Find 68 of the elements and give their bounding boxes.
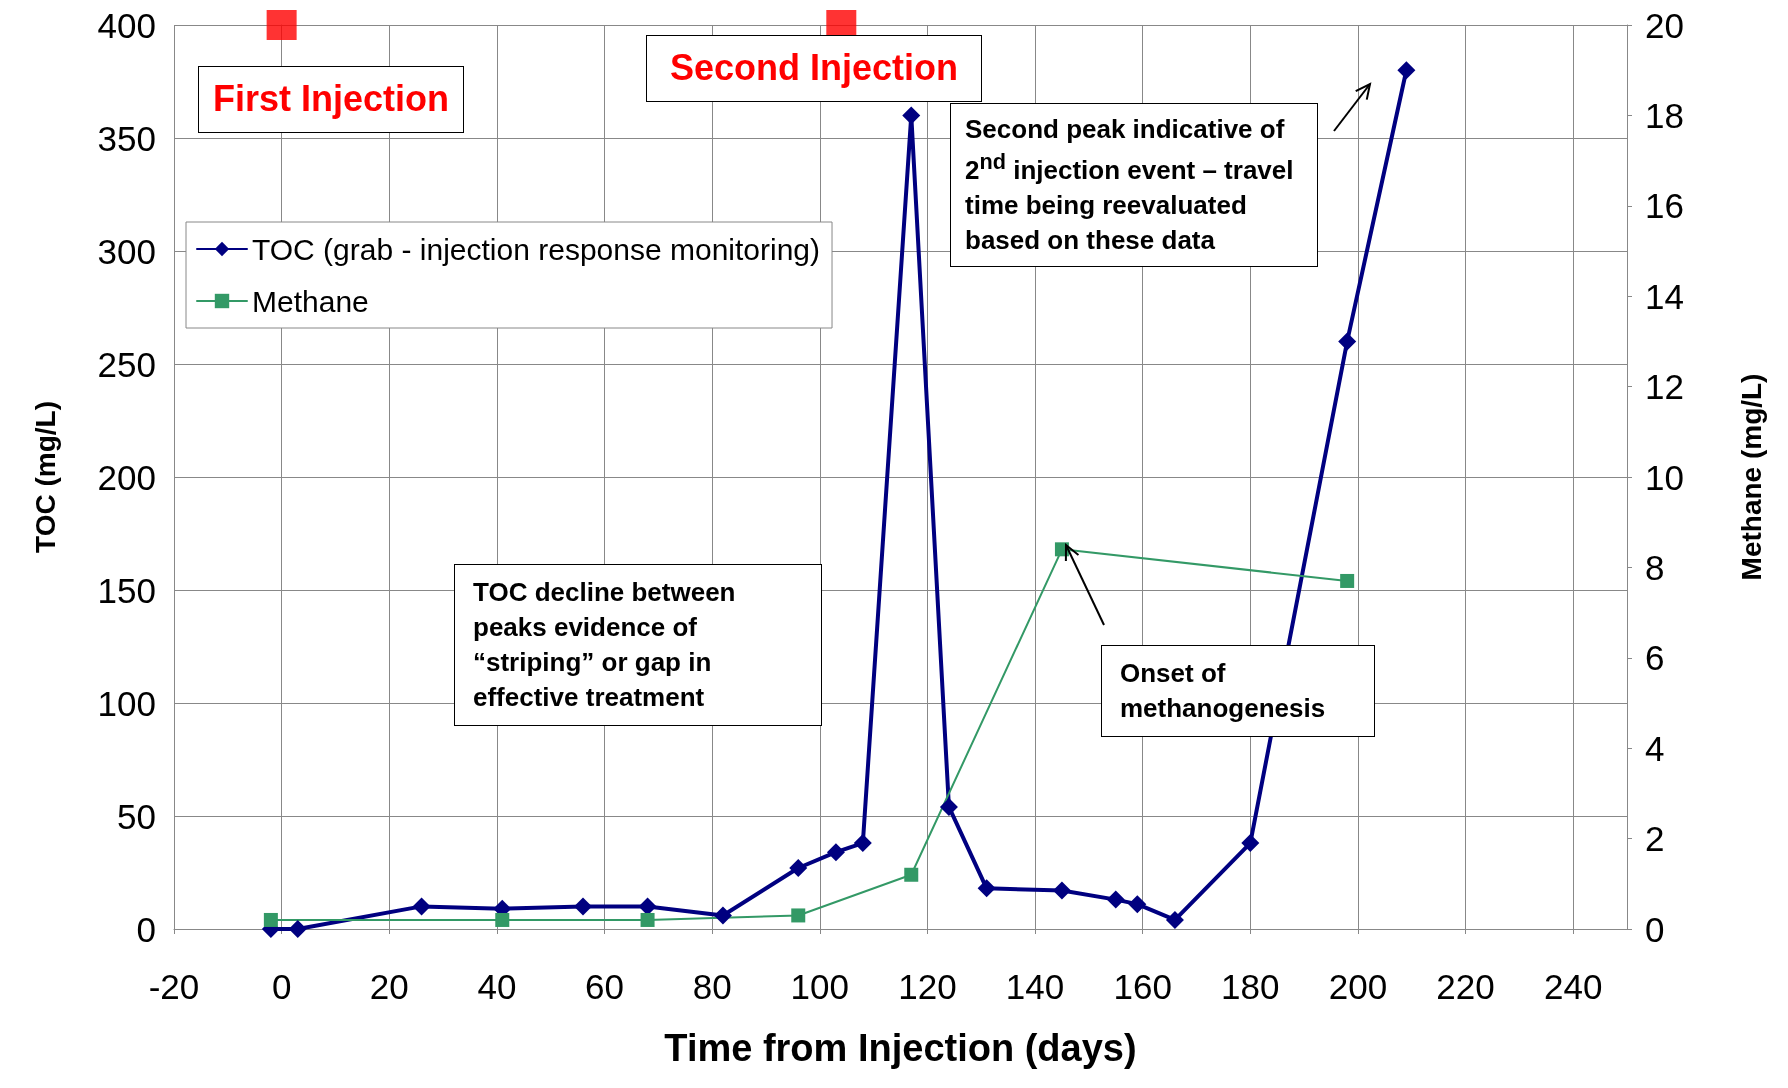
y2-axis-title: Methane (mg/L) <box>1735 373 1767 581</box>
y-tick-label: 150 <box>97 570 156 610</box>
y2-tick-label: 6 <box>1645 638 1665 678</box>
x-tick-label: 180 <box>1221 967 1280 1006</box>
legend-label: TOC (grab - injection response monitoring) <box>252 232 821 266</box>
y2-tick-label: 16 <box>1645 186 1684 226</box>
point <box>573 897 592 916</box>
x-axis-title: Time from Injection (days) <box>664 1027 1137 1069</box>
point <box>1106 890 1125 909</box>
point <box>263 912 278 927</box>
y2-tick-label: 14 <box>1645 276 1684 316</box>
x-tick-label: 220 <box>1436 967 1495 1006</box>
point <box>977 879 996 898</box>
point <box>1241 834 1260 853</box>
y-tick-label: 200 <box>97 457 156 497</box>
point <box>288 920 307 938</box>
x-tick-label: 0 <box>271 967 292 1006</box>
point <box>1128 895 1147 914</box>
point <box>1338 332 1357 351</box>
callout-box: Second peak indicative of 2$^{nd}$ injection event – travel time being reevaluated based on these data <box>950 103 1318 268</box>
legend-label: Methane <box>252 284 369 318</box>
point <box>902 106 921 125</box>
callout-box: TOC decline between peaks evidence of “striping” or gap in effective treatment <box>454 564 822 727</box>
y2-tick-label: 0 <box>1645 909 1665 949</box>
x-tick-label: 20 <box>369 967 409 1006</box>
y2-tick-label: 12 <box>1645 367 1684 407</box>
x-tick-label: 140 <box>1005 967 1065 1006</box>
point <box>939 797 958 816</box>
point <box>904 867 919 882</box>
x-tick-label: 200 <box>1328 967 1388 1006</box>
point <box>789 858 808 877</box>
y-tick-label: 250 <box>97 344 156 384</box>
y2-tick-label: 4 <box>1645 728 1665 768</box>
x-tick-label: 40 <box>477 967 517 1006</box>
point <box>640 912 655 927</box>
y-tick-label: 0 <box>136 909 156 949</box>
callout-box: Onset of methanogenesis <box>1101 645 1375 738</box>
y-tick-label: 350 <box>97 118 156 158</box>
y2-tick-label: 10 <box>1645 457 1684 497</box>
y-tick-label: 300 <box>97 231 156 271</box>
y2-tick-label: 8 <box>1645 547 1665 587</box>
x-tick-label: 80 <box>692 967 732 1006</box>
x-tick-label: 60 <box>585 967 624 1006</box>
y-tick-label: 100 <box>97 683 156 723</box>
point <box>853 834 872 853</box>
point <box>713 906 732 925</box>
x-tick-label: -20 <box>148 967 200 1006</box>
x-tick-label: 240 <box>1543 967 1603 1006</box>
y-tick-label: 50 <box>117 796 156 836</box>
x-tick-label: 120 <box>898 967 957 1006</box>
y2-tick-label: 2 <box>1645 819 1665 859</box>
x-tick-label: 100 <box>790 967 849 1006</box>
point <box>1165 910 1184 929</box>
point <box>1397 61 1416 80</box>
x-tick-label: 160 <box>1113 967 1172 1006</box>
point <box>266 10 297 40</box>
point <box>412 897 431 916</box>
y-axis-title: TOC (mg/L) <box>29 401 61 553</box>
point <box>495 912 510 927</box>
point <box>1340 573 1355 588</box>
point <box>791 908 806 923</box>
callout-box: First Injection <box>198 66 464 133</box>
y2-tick-label: 20 <box>1645 5 1684 45</box>
callout-box: Second Injection <box>646 35 982 102</box>
point <box>826 843 845 862</box>
point <box>1052 881 1071 900</box>
y2-tick-label: 18 <box>1645 95 1684 135</box>
y-tick-label: 400 <box>97 5 156 45</box>
